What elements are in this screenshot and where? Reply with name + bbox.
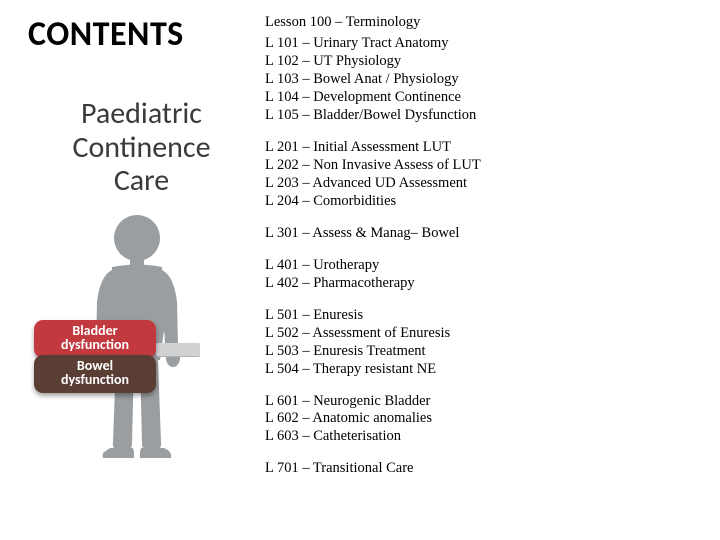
child-figure: Bladder dysfunction Bowel dysfunction (40, 212, 230, 472)
subtitle-line: Paediatric (28, 97, 255, 131)
lesson-group: L 101 – Urinary Tract AnatomyL 102 – UT … (265, 35, 700, 125)
lesson-line: L 102 – UT Physiology (265, 53, 700, 71)
lesson-line: L 502 – Assessment of Enuresis (265, 325, 700, 343)
lesson-line: L 103 – Bowel Anat / Physiology (265, 71, 700, 89)
lesson-line: L 201 – Initial Assessment LUT (265, 139, 700, 157)
label-text: dysfunction (46, 338, 144, 353)
lesson-line: L 202 – Non Invasive Assess of LUT (265, 157, 700, 175)
lesson-line: L 204 – Comorbidities (265, 193, 700, 211)
subtitle-line: Continence (28, 131, 255, 165)
lesson-line: L 602 – Anatomic anomalies (265, 410, 700, 428)
lessons-heading: Lesson 100 – Terminology (265, 14, 700, 31)
lesson-line: L 401 – Urotherapy (265, 257, 700, 275)
left-column: CONTENTS Paediatric Continence Care (0, 0, 265, 540)
lesson-group: L 201 – Initial Assessment LUTL 202 – No… (265, 139, 700, 211)
lesson-line: L 203 – Advanced UD Assessment (265, 175, 700, 193)
bowel-dysfunction-label: Bowel dysfunction (34, 355, 156, 393)
lesson-line: L 503 – Enuresis Treatment (265, 343, 700, 361)
lesson-group: L 701 – Transitional Care (265, 460, 700, 478)
lesson-group: L 301 – Assess & Manag– Bowel (265, 225, 700, 243)
subtitle-line: Care (28, 164, 255, 198)
page-title: CONTENTS (28, 14, 255, 55)
page: CONTENTS Paediatric Continence Care (0, 0, 720, 540)
lesson-groups: L 101 – Urinary Tract AnatomyL 102 – UT … (265, 35, 700, 478)
lesson-group: L 401 – UrotherapyL 402 – Pharmacotherap… (265, 257, 700, 293)
right-column: Lesson 100 – Terminology L 101 – Urinary… (265, 0, 720, 540)
section-subtitle: Paediatric Continence Care (28, 97, 255, 198)
lesson-group: L 601 – Neurogenic BladderL 602 – Anatom… (265, 393, 700, 447)
label-connector (156, 343, 200, 357)
lesson-line: L 402 – Pharmacotherapy (265, 275, 700, 293)
lesson-line: L 601 – Neurogenic Bladder (265, 393, 700, 411)
lesson-group: L 501 – EnuresisL 502 – Assessment of En… (265, 307, 700, 379)
lesson-line: L 501 – Enuresis (265, 307, 700, 325)
lesson-line: L 101 – Urinary Tract Anatomy (265, 35, 700, 53)
lesson-line: L 603 – Catheterisation (265, 428, 700, 446)
bladder-dysfunction-label: Bladder dysfunction (34, 320, 156, 358)
lesson-line: L 701 – Transitional Care (265, 460, 700, 478)
lesson-line: L 105 – Bladder/Bowel Dysfunction (265, 107, 700, 125)
lesson-line: L 301 – Assess & Manag– Bowel (265, 225, 700, 243)
lesson-line: L 104 – Development Continence (265, 89, 700, 107)
label-text: dysfunction (46, 373, 144, 388)
lesson-line: L 504 – Therapy resistant NE (265, 361, 700, 379)
